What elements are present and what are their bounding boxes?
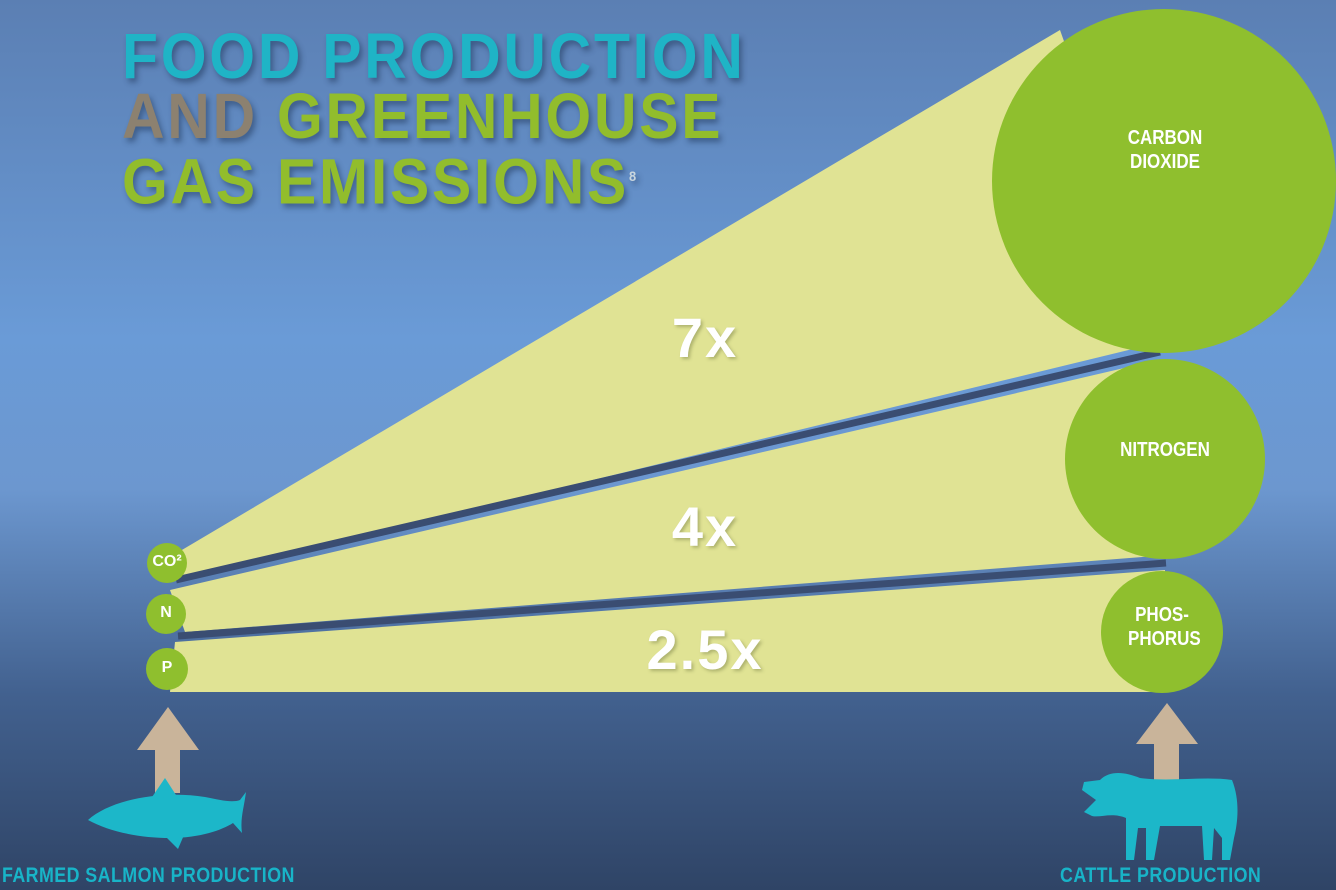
nitrogen-circle <box>1065 359 1265 559</box>
divider-line <box>177 559 1167 640</box>
ratio-carbon-dioxide: 7x <box>671 306 739 369</box>
up-arrow-icon <box>137 707 199 793</box>
divider-line <box>175 348 1161 584</box>
label-carbon-dioxide: CARBON DIOXIDE <box>1127 127 1203 173</box>
salmon-p-circle <box>146 648 188 690</box>
title-gas-emissions: GAS EMISSIONS <box>122 145 630 218</box>
label-salmon-n: N <box>160 604 172 621</box>
ratio-phosphorus: 2.5x <box>646 618 764 681</box>
phosphorus-circle <box>1101 571 1223 693</box>
title-line-1: FOOD PRODUCTION <box>122 20 746 92</box>
label-salmon-co2: CO² <box>152 553 182 570</box>
title-greenhouse: GREENHOUSE <box>276 80 724 152</box>
caption-farmed-salmon: FARMED SALMON PRODUCTION <box>2 864 295 887</box>
up-arrow-icon <box>1136 703 1198 782</box>
carbon-dioxide-beam <box>165 30 1170 580</box>
caption-cattle: CATTLE PRODUCTION <box>1060 864 1262 887</box>
label-salmon-p: P <box>161 659 173 676</box>
label-phosphorus: PHOS- PHORUS <box>1128 604 1201 650</box>
page-title: FOOD PRODUCTION AND GREENHOUSE GAS EMISS… <box>122 20 746 213</box>
salmon-n-circle <box>146 594 186 634</box>
ratio-nitrogen: 4x <box>671 495 739 558</box>
carbon-dioxide-circle <box>992 9 1336 353</box>
title-footnote: 8 <box>629 168 639 184</box>
phosphorus-beam <box>170 570 1165 692</box>
title-line-2: AND GREENHOUSE <box>122 84 746 148</box>
salmon-co2-circle <box>147 543 187 583</box>
cow-icon <box>1082 773 1238 860</box>
label-nitrogen: NITROGEN <box>1120 439 1210 461</box>
title-line-3: GAS EMISSIONS8 <box>122 146 746 213</box>
title-and: AND <box>122 80 258 152</box>
nitrogen-beam <box>170 362 1168 632</box>
fish-icon <box>88 778 246 849</box>
